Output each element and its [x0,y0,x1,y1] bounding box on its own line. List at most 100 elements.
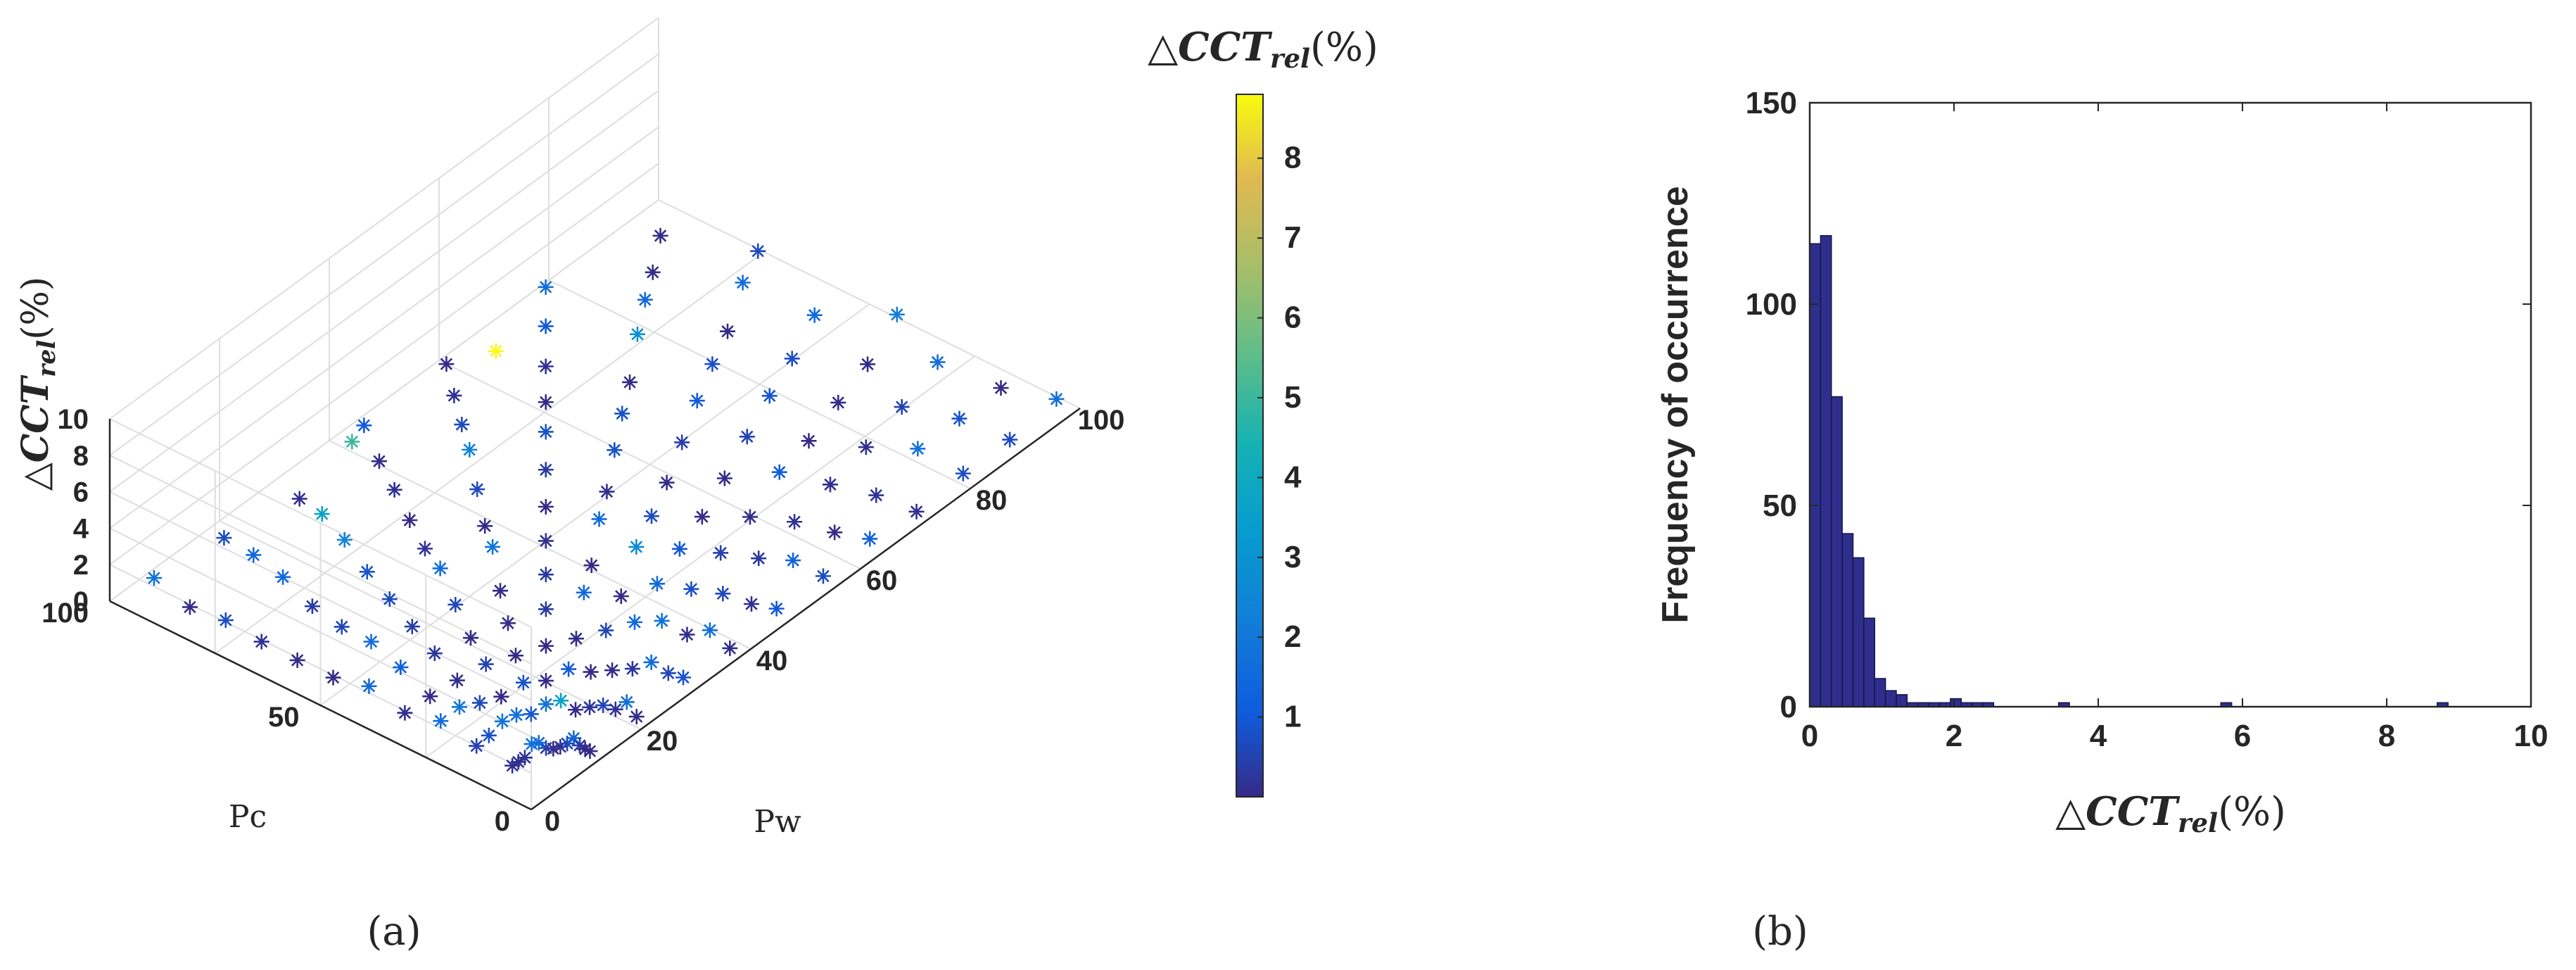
data-point [720,323,736,339]
data-point [607,442,623,458]
data-point [253,634,269,650]
data-point-stroke [704,624,716,636]
data-point [704,356,721,372]
y-axis-label: Pc [229,799,267,835]
data-point-stroke [388,484,401,496]
data-point [477,518,493,534]
x-axis-label-prefix: △ [2055,789,2086,835]
data-point-stroke [832,396,844,409]
data-point [381,591,398,607]
data-point-stroke [583,745,597,757]
data-point [500,615,516,631]
data-point [674,434,690,451]
data-point [507,648,524,664]
data-point-stroke [398,706,412,719]
panel-a-caption: (a) [367,909,421,955]
data-point [182,599,198,615]
data-point-stroke [645,510,658,522]
x-tick-label: 100 [1078,405,1125,436]
data-point-stroke [616,407,628,420]
panel-a-3d-scatter: 0204060801000501000246810PwPc△CCTrel(%)(… [14,17,1125,955]
data-point-stroke [752,552,765,565]
floor-gridline-y [425,355,975,758]
data-point-stroke [660,476,673,489]
data-point [689,393,705,409]
data-point [538,673,554,689]
data-point-stroke [495,690,507,703]
data-point-stroke [802,434,816,447]
data-point-stroke [471,483,483,496]
data-point [652,227,668,244]
data-point [860,356,876,372]
data-point-stroke [677,671,690,684]
data-point [571,737,588,753]
data-point [624,661,640,677]
left-wall-gridline-z [109,564,532,774]
data-point [742,509,758,525]
x-tick-label: 80 [976,485,1008,516]
data-point [599,484,615,500]
data-point-stroke [361,565,374,579]
data-point-stroke [817,569,830,583]
data-point-stroke [440,358,453,370]
data-point-stroke [891,308,903,321]
data-point-stroke [585,559,598,572]
data-point-stroke [615,590,628,603]
y-tick-label: 100 [1746,287,1797,322]
z-tick-label: 2 [73,550,89,581]
data-point [538,394,554,410]
data-point [275,569,291,585]
data-point-stroke [630,541,643,553]
data-point-stroke [510,708,523,722]
data-point [659,474,675,491]
data-point-stroke [655,615,668,627]
x-tick-label: 60 [866,565,898,596]
data-point-stroke [751,245,764,258]
data-point-stroke [773,465,786,479]
data-point [582,699,598,715]
y-tick-label: 50 [268,702,300,733]
data-point-stroke [479,657,493,671]
colorbar-tick-label: 3 [1284,540,1301,574]
data-point [628,538,645,555]
data-point [722,640,738,656]
y-tick-label: 100 [42,598,89,629]
data-point [568,631,584,647]
data-point [314,506,330,522]
data-point-stroke [525,738,538,750]
data-point [643,508,659,524]
data-point-stroke [455,418,468,431]
data-point-stroke [706,358,719,370]
data-point-stroke [763,389,776,403]
colorbar-title-sub: rel [1270,43,1310,74]
data-point [750,243,766,259]
data-point [583,664,599,680]
data-point-stroke [630,710,643,723]
data-point-stroke [345,435,359,448]
data-point [402,512,418,529]
data-point-stroke [675,436,688,449]
data-point [993,380,1009,396]
data-point [361,678,377,694]
data-point-stroke [599,624,612,637]
data-point-stroke [646,266,659,279]
data-point-stroke [316,508,329,520]
data-point-stroke [957,467,970,480]
data-point-stroke [539,320,552,333]
y-tick-label: 50 [1763,489,1797,523]
colorbar-title-suffix: (%) [1310,25,1378,70]
left-wall-gridline-z [109,418,532,628]
data-point [462,441,478,458]
z-tick-label: 4 [73,513,89,544]
data-point-stroke [506,760,519,772]
data-point [675,669,692,686]
data-point [538,567,554,583]
data-point [908,503,925,519]
data-point [363,634,379,650]
data-point-stroke [583,701,596,714]
data-point-stroke [539,360,552,373]
x-tick-label: 2 [1946,719,1962,753]
data-point-stroke [277,571,289,584]
data-point [645,264,661,280]
